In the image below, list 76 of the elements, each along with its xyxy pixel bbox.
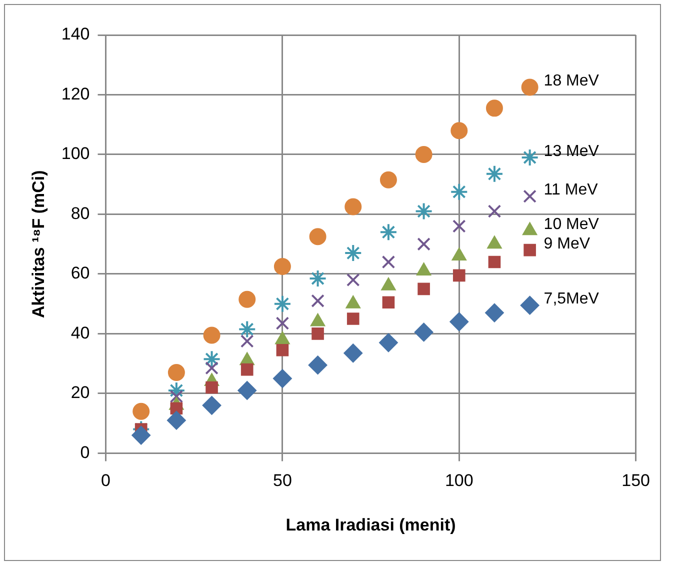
y-tick-label: 20 xyxy=(70,383,90,402)
point xyxy=(488,204,502,218)
point xyxy=(132,426,151,445)
point xyxy=(382,255,396,269)
point xyxy=(414,322,434,342)
y-tick-label: 120 xyxy=(61,84,90,104)
point xyxy=(452,269,466,282)
point xyxy=(521,78,538,96)
point xyxy=(450,182,468,201)
point xyxy=(382,296,395,309)
point xyxy=(450,122,468,140)
point xyxy=(238,320,256,338)
point xyxy=(272,369,292,388)
y-tick-label: 60 xyxy=(70,264,90,283)
point xyxy=(170,402,183,415)
point xyxy=(344,244,362,262)
point xyxy=(523,190,536,203)
point xyxy=(238,380,257,400)
point xyxy=(488,256,501,268)
point xyxy=(311,294,324,308)
point xyxy=(379,223,398,242)
point xyxy=(240,334,254,348)
y-tick-label: 80 xyxy=(70,204,90,223)
point xyxy=(132,402,150,420)
point xyxy=(240,363,254,376)
x-tick-label: 100 xyxy=(444,471,474,490)
point xyxy=(168,364,185,382)
point xyxy=(417,237,430,251)
point xyxy=(276,316,290,330)
point xyxy=(170,390,184,404)
point xyxy=(380,171,397,188)
point xyxy=(415,146,432,163)
point xyxy=(450,312,469,332)
x-tick-label: 150 xyxy=(622,471,650,490)
y-axis-title: Aktivitas ¹⁸F (mCi) xyxy=(28,170,48,318)
y-tick-label: 0 xyxy=(80,442,90,462)
point xyxy=(344,198,362,216)
point xyxy=(452,220,466,233)
point xyxy=(520,296,540,315)
x-tick-label: 50 xyxy=(272,471,292,490)
point xyxy=(485,164,504,183)
point xyxy=(166,410,186,430)
series-label: 18 MeV xyxy=(544,72,600,90)
point xyxy=(309,228,326,246)
point xyxy=(484,303,504,322)
series-label: 13 MeV xyxy=(544,142,600,160)
point xyxy=(308,356,328,375)
point xyxy=(203,326,220,344)
point xyxy=(202,396,222,415)
series-label: 7,5MeV xyxy=(544,290,600,308)
y-tick-label: 100 xyxy=(61,144,90,164)
point xyxy=(202,350,221,368)
point xyxy=(205,361,218,375)
point xyxy=(520,148,539,166)
y-tick-label: 40 xyxy=(70,323,90,342)
point xyxy=(206,381,218,394)
point xyxy=(378,333,398,352)
point xyxy=(414,202,433,220)
point xyxy=(308,269,327,288)
point xyxy=(486,100,503,117)
point xyxy=(524,244,536,256)
point xyxy=(346,312,360,325)
y-tick-label: 140 xyxy=(61,24,90,44)
point xyxy=(418,282,430,296)
x-axis-title: Lama Iradiasi (menit) xyxy=(286,515,456,534)
point xyxy=(344,344,363,363)
x-tick-label: 0 xyxy=(101,471,110,490)
point xyxy=(273,294,292,313)
point xyxy=(274,258,291,276)
point xyxy=(276,344,289,356)
point xyxy=(312,328,324,340)
series-label: 9 MeV xyxy=(544,235,590,252)
series-label: 11 MeV xyxy=(544,182,598,199)
point xyxy=(346,273,360,287)
series-label: 10 MeV xyxy=(544,216,600,234)
point xyxy=(238,290,256,308)
